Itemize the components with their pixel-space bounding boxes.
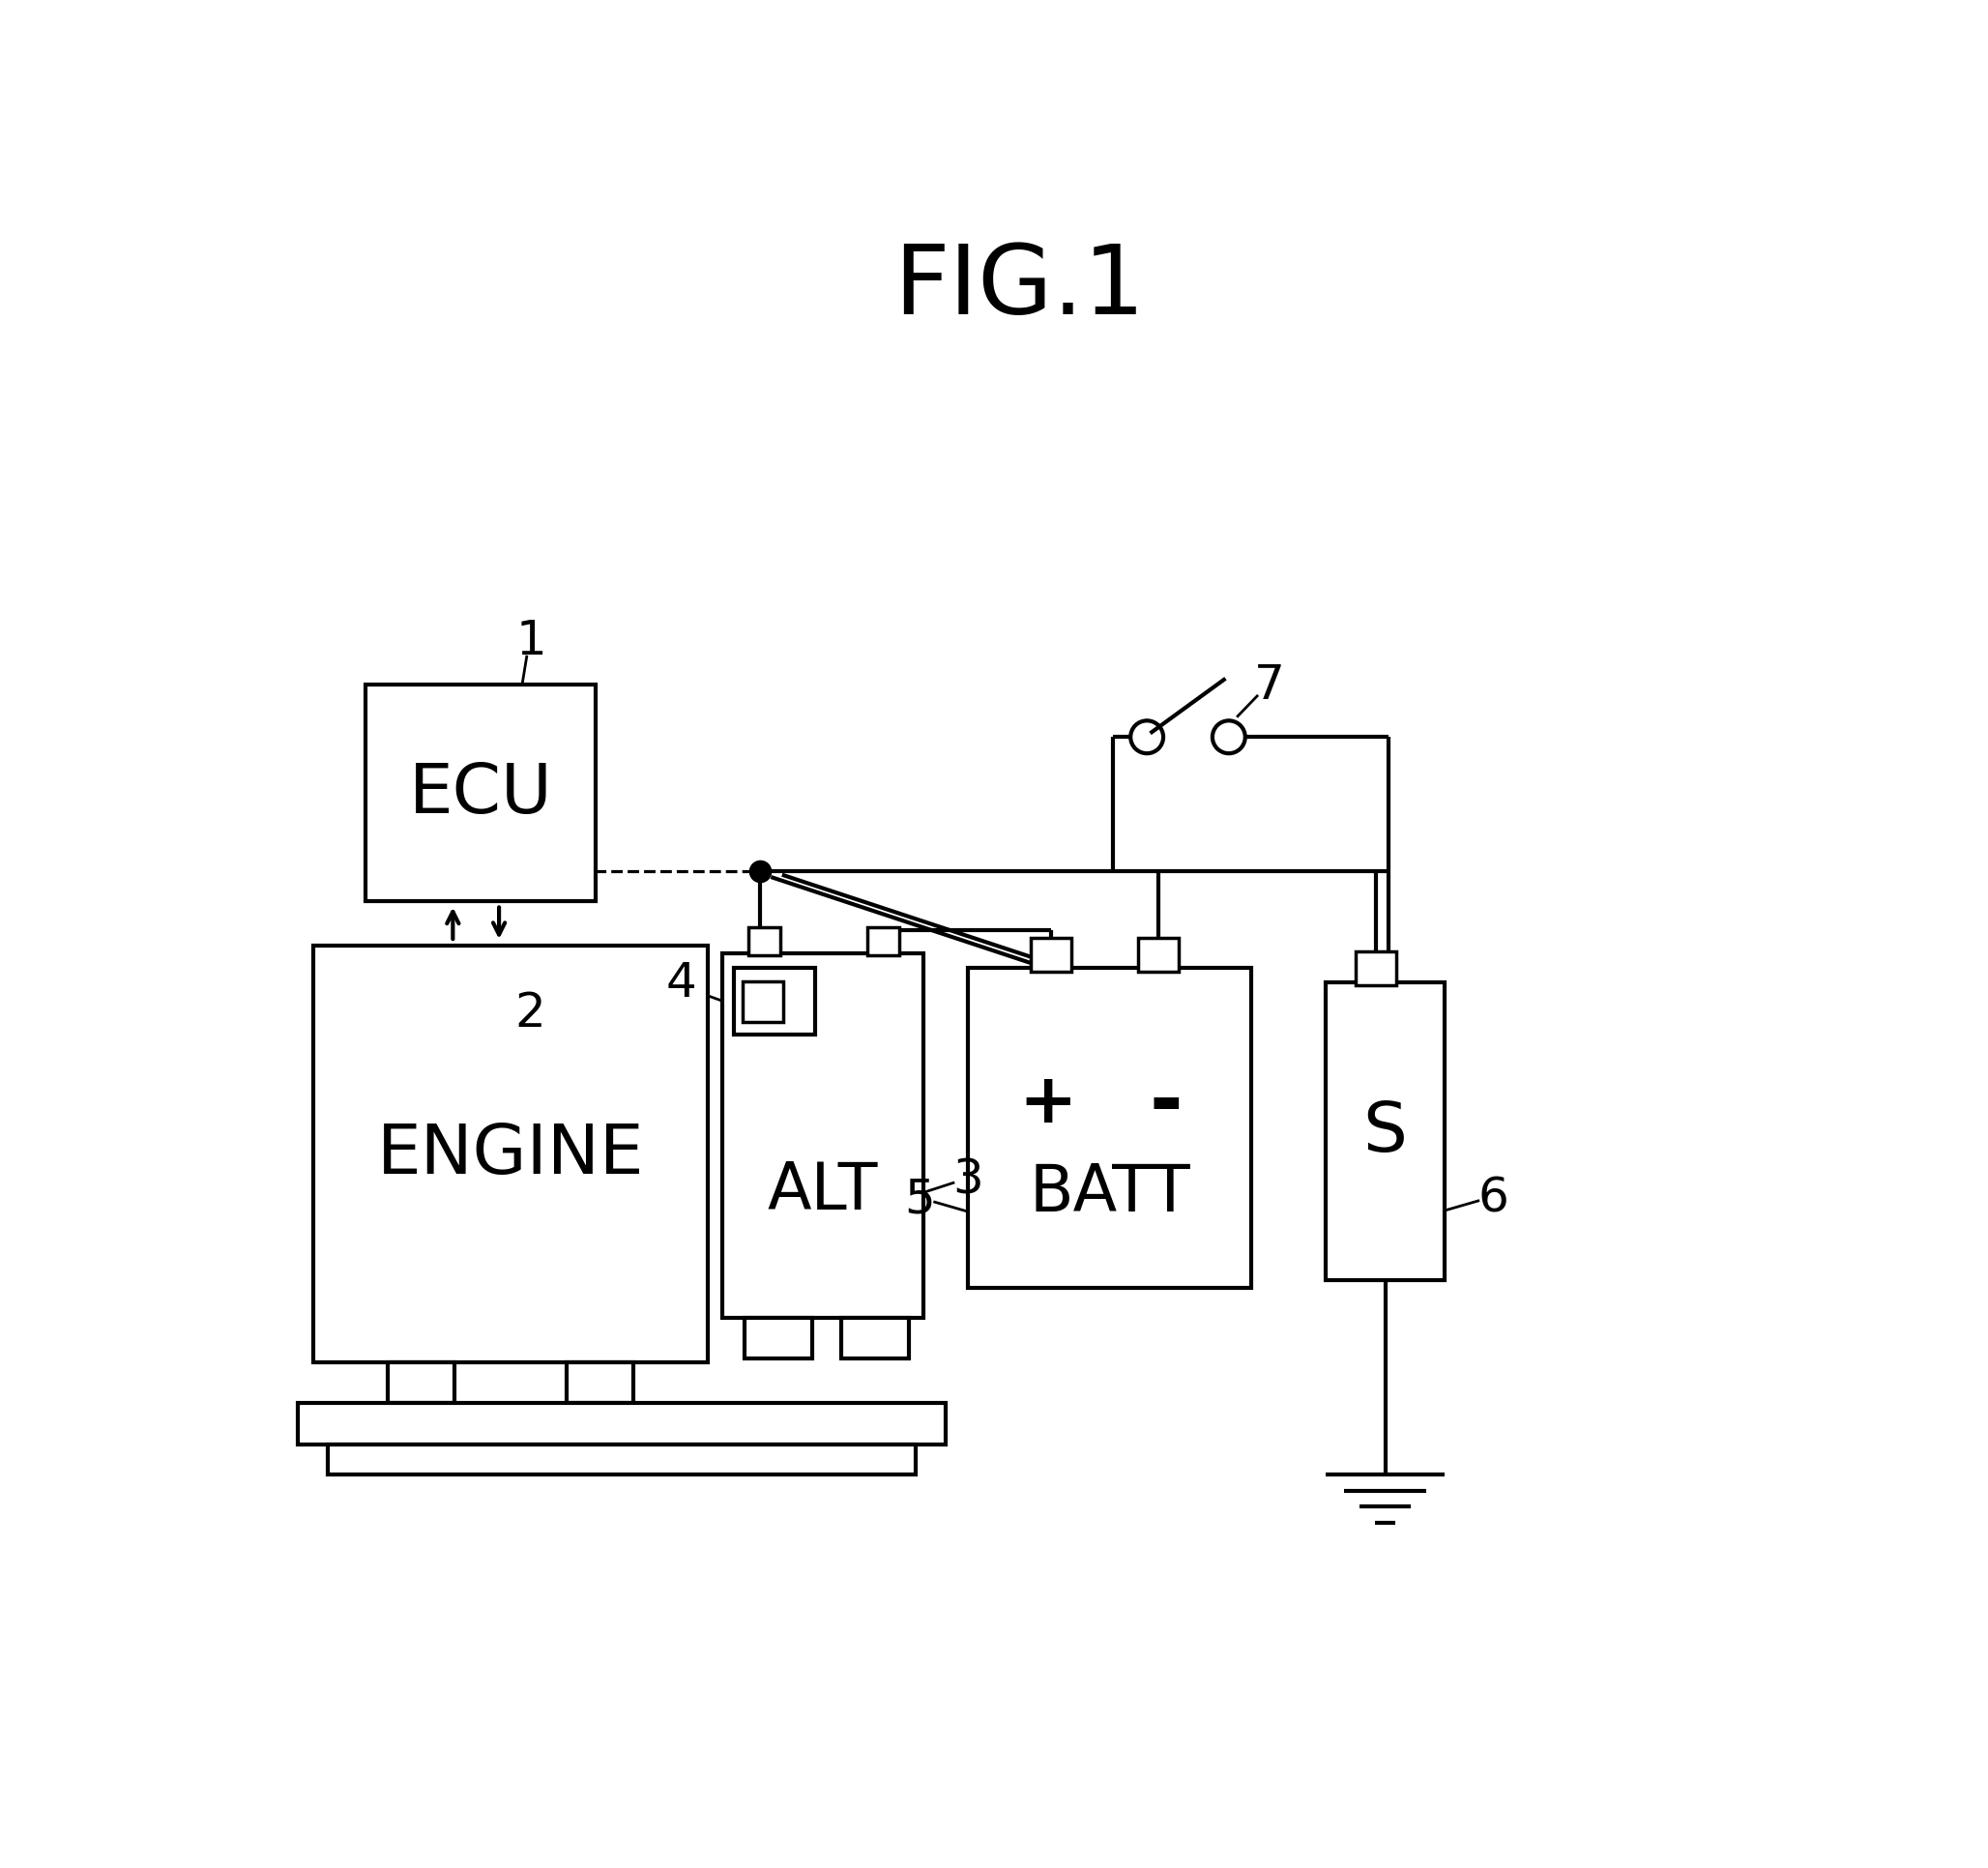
Bar xyxy=(746,1319,811,1358)
Bar xyxy=(1356,953,1396,986)
Bar xyxy=(968,968,1250,1289)
Text: 1: 1 xyxy=(517,618,547,663)
Text: 5: 5 xyxy=(905,1175,934,1222)
Text: ECU: ECU xyxy=(410,760,553,828)
Bar xyxy=(867,927,899,956)
Text: S: S xyxy=(1364,1098,1408,1166)
Text: FIG.1: FIG.1 xyxy=(893,241,1145,334)
Text: BATT: BATT xyxy=(1030,1160,1191,1224)
Bar xyxy=(388,1362,455,1403)
Text: 2: 2 xyxy=(515,990,545,1037)
Bar xyxy=(312,945,708,1362)
Bar xyxy=(1137,938,1179,971)
Bar xyxy=(749,927,779,956)
Text: -: - xyxy=(1149,1063,1183,1141)
Bar xyxy=(734,968,815,1035)
Text: 6: 6 xyxy=(1477,1175,1509,1220)
Bar xyxy=(328,1444,916,1474)
Text: 3: 3 xyxy=(952,1156,984,1203)
Text: 7: 7 xyxy=(1254,663,1284,708)
Text: +: + xyxy=(1018,1068,1077,1136)
Bar xyxy=(298,1403,946,1444)
Bar xyxy=(722,953,924,1319)
Bar xyxy=(366,686,596,900)
Bar xyxy=(744,983,783,1022)
Text: 4: 4 xyxy=(666,960,698,1007)
Bar xyxy=(841,1319,909,1358)
Text: ALT: ALT xyxy=(767,1158,879,1222)
Bar xyxy=(567,1362,634,1403)
Bar xyxy=(1030,938,1072,971)
Bar xyxy=(1326,983,1445,1281)
Text: ENGINE: ENGINE xyxy=(376,1121,644,1188)
